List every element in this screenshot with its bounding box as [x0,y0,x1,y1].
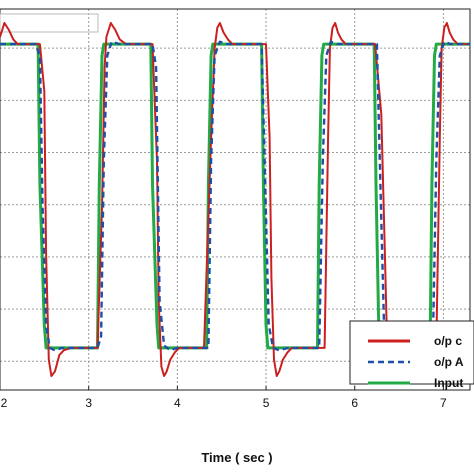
legend-label: Input [434,376,463,390]
x-tick-label: 6 [351,396,358,410]
series-line-o-p-a [0,40,470,352]
x-tick-labels: 2 3 4 5 6 7 [0,386,447,410]
x-tick-label: 2 [1,396,8,410]
x-axis-title: Time ( sec ) [201,450,272,465]
x-tick-label: 4 [174,396,181,410]
series-line-input [0,42,470,350]
x-tick-label: 7 [440,396,447,410]
legend-label: o/p c [434,334,462,348]
legend-box [349,320,474,385]
toolbar-outline [0,13,99,33]
legend: o/p c o/p A Input [349,320,474,390]
x-tick-label: 3 [85,396,92,410]
plot-frame [0,8,471,391]
legend-label: o/p A [434,355,464,369]
x-tick-label: 5 [263,396,270,410]
